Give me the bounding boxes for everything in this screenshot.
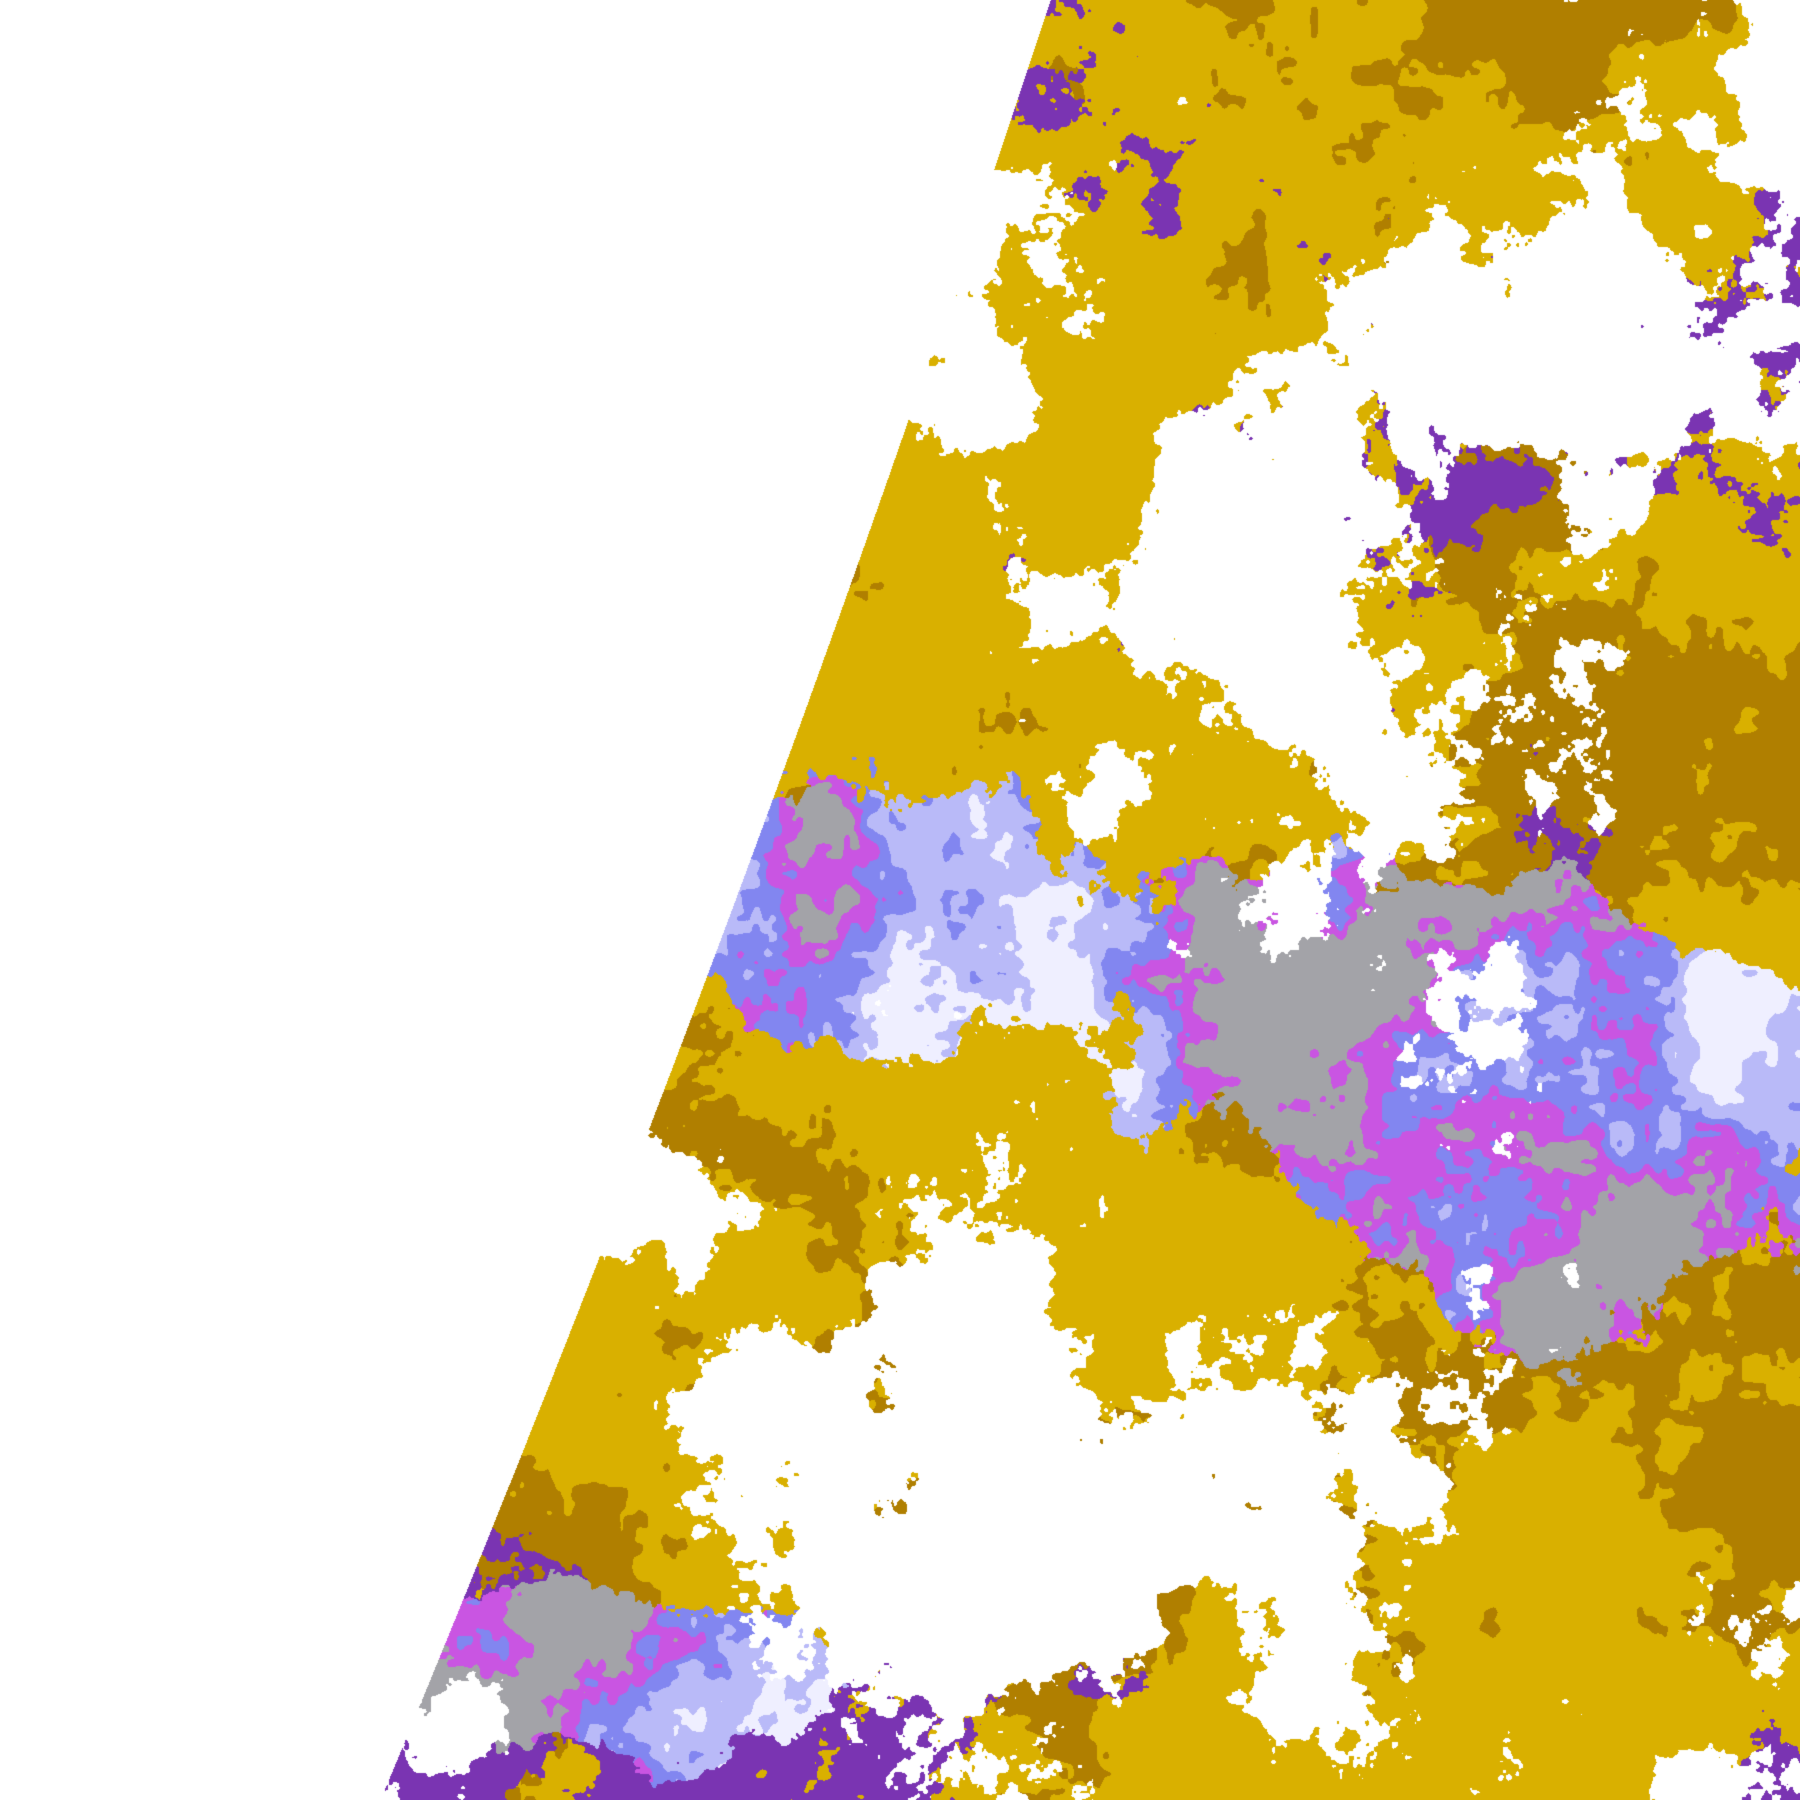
satellite-image	[0, 0, 1800, 1800]
earth-disk-cloud-map	[0, 0, 1800, 1800]
